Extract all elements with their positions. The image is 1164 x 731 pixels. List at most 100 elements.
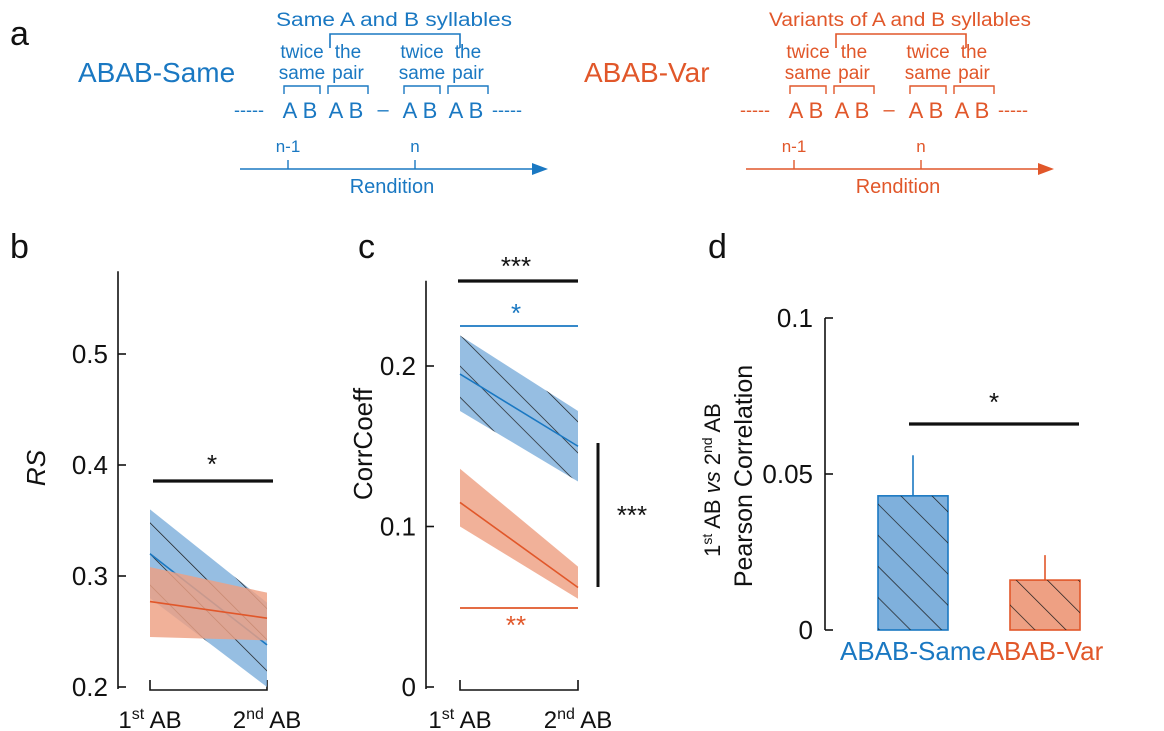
syllable-a: A	[403, 98, 418, 123]
pair-label: pair	[332, 63, 364, 84]
tick-label-n-1: n-1	[782, 137, 807, 156]
band-hatch-same	[460, 335, 578, 482]
same-label: same	[399, 63, 445, 84]
pair-label: pair	[838, 63, 870, 84]
schematic-var: ABAB-Var Variants of A and B syllables twi…	[584, 10, 1054, 198]
schematic-title: ABAB-Var	[584, 57, 710, 88]
syllable-b: B	[469, 98, 484, 123]
bar-hatch-same	[878, 495, 948, 630]
bracket-pair	[327, 85, 369, 94]
sequence-dash: –	[883, 99, 895, 121]
y-tick-label: 0.4	[72, 450, 108, 480]
series-line-var	[149, 600, 268, 619]
y-axis-label: CorrCoeff	[348, 387, 378, 500]
y-tick-label: 0.2	[380, 351, 416, 381]
bracket-same	[283, 85, 321, 94]
y-tick-label: 0	[799, 615, 813, 645]
tick-label-n-1: n-1	[276, 137, 301, 156]
header-bracket	[835, 33, 967, 48]
y-tick-label: 0	[402, 672, 416, 702]
panel-label-a: a	[10, 15, 29, 53]
panel-label-b: b	[10, 228, 29, 266]
header-bracket	[329, 33, 461, 48]
same-label: same	[279, 63, 325, 84]
syllable-b: B	[975, 98, 990, 123]
bracket-pair	[833, 85, 875, 94]
sequence-dots-left: -----	[740, 100, 770, 120]
twice-label: twice	[400, 42, 443, 63]
rendition-arrow-head	[1038, 163, 1054, 175]
significance-label: *	[989, 387, 999, 417]
x-tick-label: 1st AB	[428, 706, 491, 731]
sequence-dash: –	[377, 99, 389, 121]
significance-label: *	[207, 449, 217, 479]
significance-label-vertical: ***	[617, 500, 647, 530]
same-label: same	[905, 63, 951, 84]
y-tick-label: 0.1	[380, 512, 416, 542]
bracket-same	[789, 85, 827, 94]
panel-label-d: d	[708, 228, 727, 266]
syllable-a: A	[789, 98, 804, 123]
series-line-same	[459, 373, 579, 447]
y-axis-label-line2: Pearson Correlation	[730, 365, 758, 587]
rendition-label: Rendition	[856, 176, 941, 198]
schematic-header: Same A and B syllables	[276, 10, 512, 31]
bracket-pair	[953, 85, 995, 94]
rendition-arrow-head	[532, 163, 548, 175]
confidence-band-var	[460, 468, 578, 599]
x-tick-label: 2nd AB	[544, 706, 613, 731]
syllable-a: A	[909, 98, 924, 123]
x-axis	[149, 680, 268, 691]
significance-label-var: **	[506, 610, 526, 640]
the-label: the	[841, 42, 867, 63]
significance-label-top: ***	[501, 251, 531, 281]
sequence-dots-left: -----	[234, 100, 264, 120]
tick-label-n: n	[410, 137, 419, 156]
twice-label: twice	[906, 42, 949, 63]
bracket-same	[909, 85, 947, 94]
panel-b-rs-chart: 0.2 0.3 0.4 0.5 1st AB 2nd AB RS *	[21, 271, 301, 731]
pair-label: pair	[958, 63, 990, 84]
y-axis-label: RS	[21, 449, 51, 486]
twice-label: twice	[280, 42, 323, 63]
y-tick-label: 0.3	[72, 561, 108, 591]
panel-d-pearson-bar-chart: 0 0.05 0.1 1st AB vs 2nd AB Pearson Correlat…	[699, 303, 1104, 666]
category-label-var: ABAB-Var	[987, 636, 1104, 666]
syllable-b: B	[809, 98, 824, 123]
bracket-same	[403, 85, 441, 94]
syllable-b: B	[929, 98, 944, 123]
syllable-a: A	[283, 98, 298, 123]
tick-label-n: n	[916, 137, 925, 156]
sequence-dots-right: -----	[998, 100, 1028, 120]
x-tick-label: 1st AB	[118, 706, 181, 731]
bar-hatch-var	[1010, 580, 1080, 630]
syllable-b: B	[349, 98, 364, 123]
syllable-a: A	[835, 98, 850, 123]
y-tick-label: 0.5	[72, 339, 108, 369]
x-axis	[459, 680, 579, 691]
y-tick-label: 0.05	[762, 459, 813, 489]
rendition-label: Rendition	[350, 176, 435, 198]
panel-label-c: c	[358, 228, 375, 266]
syllable-a: A	[955, 98, 970, 123]
syllable-b: B	[855, 98, 870, 123]
significance-label-same: *	[511, 298, 521, 328]
syllable-b: B	[423, 98, 438, 123]
the-label: the	[961, 42, 987, 63]
schematic-title: ABAB-Same	[78, 57, 235, 88]
series-line-var	[459, 501, 579, 589]
y-tick-label: 0.1	[777, 303, 813, 333]
x-tick-label: 2nd AB	[233, 706, 302, 731]
syllable-a: A	[449, 98, 464, 123]
y-tick-label: 0.2	[72, 672, 108, 702]
sequence-dots-right: -----	[492, 100, 522, 120]
bracket-pair	[447, 85, 489, 94]
the-label: the	[335, 42, 361, 63]
syllable-a: A	[329, 98, 344, 123]
the-label: the	[455, 42, 481, 63]
schematic-header: Variants of A and B syllables	[769, 10, 1031, 31]
pair-label: pair	[452, 63, 484, 84]
same-label: same	[785, 63, 831, 84]
